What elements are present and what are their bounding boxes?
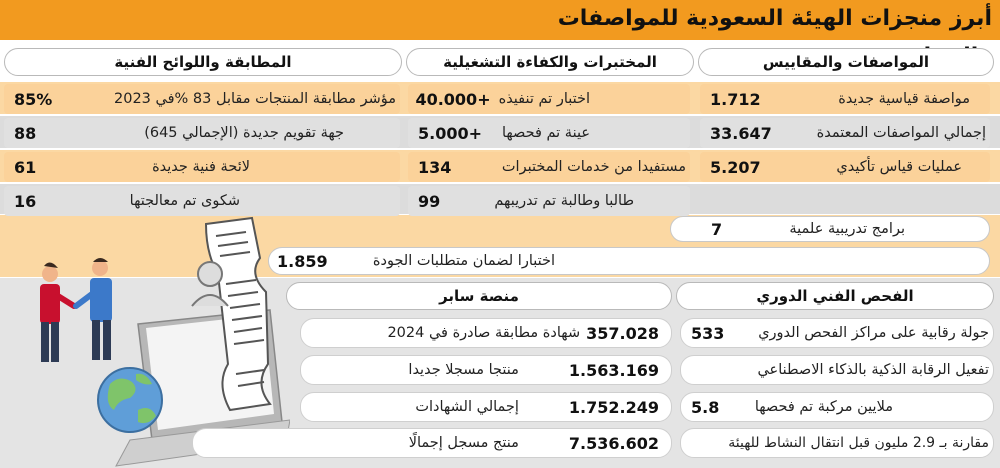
labs-row: 134 مستفيدا من خدمات المختبرات bbox=[408, 152, 690, 182]
conformity-row: 88 جهة تقويم جديدة (الإجمالي 645) bbox=[4, 118, 400, 148]
standards-row: 33.647 إجمالي المواصفات المعتمدة bbox=[700, 118, 990, 148]
stat-number: 5.8 bbox=[691, 397, 720, 417]
stat-label: شكوى تم معالجتها bbox=[129, 193, 240, 209]
stat-number: 88 bbox=[14, 123, 37, 143]
stat-label: إجمالي الشهادات bbox=[415, 399, 519, 415]
labs-row: 99 طالبا وطالبة تم تدريبهم bbox=[408, 186, 690, 216]
stat-label: مقارنة بـ 2.9 مليون قبل انتقال النشاط لل… bbox=[728, 435, 989, 451]
conformity-row: 61 لائحة فنية جديدة bbox=[4, 152, 400, 182]
saber-row: 1.752.249 إجمالي الشهادات bbox=[300, 392, 672, 422]
stat-number: 1.859 bbox=[277, 251, 328, 271]
title-bar-decoration bbox=[0, 0, 430, 40]
saber-row: 1.563.169 منتجا مسجلا جديدا bbox=[300, 355, 672, 385]
stat-label: برامج تدريبية علمية bbox=[789, 221, 905, 237]
stat-number: +40.000 bbox=[415, 89, 491, 109]
stat-number: 1.563.169 bbox=[568, 360, 659, 380]
stat-number: 1.752.249 bbox=[568, 397, 659, 417]
stat-label: اختبارا لضمان متطلبات الجودة bbox=[372, 253, 555, 269]
header-periodic-inspection: الفحص الفني الدوري bbox=[676, 282, 994, 310]
stat-label: عمليات قياس تأكيدي bbox=[836, 159, 962, 175]
header-labs: المختبرات والكفاءة التشغيلية bbox=[406, 48, 694, 76]
labs-row: +5.000 عينة تم فحصها bbox=[408, 118, 690, 148]
labs-row-wide: 1.859 اختبارا لضمان متطلبات الجودة bbox=[268, 247, 990, 275]
periodic-row: 5.8 ملايين مركبة تم فحصها bbox=[680, 392, 994, 422]
two-people-handshake-icon bbox=[40, 258, 112, 362]
conformity-row: 85% مؤشر مطابقة المنتجات مقابل 83 %في 20… bbox=[4, 84, 400, 114]
header-saber: منصة سابر bbox=[286, 282, 672, 310]
stat-number: 357.028 bbox=[586, 323, 659, 343]
stat-label: مؤشر مطابقة المنتجات مقابل 83 %في 2023 bbox=[114, 91, 396, 107]
stat-label: مواصفة قياسية جديدة bbox=[838, 91, 970, 107]
stat-number: 5.207 bbox=[710, 157, 761, 177]
standards-row: 1.712 مواصفة قياسية جديدة bbox=[700, 84, 990, 114]
saber-row: 7.536.602 منتج مسجل إجمالًا bbox=[192, 428, 672, 458]
stat-number: 61 bbox=[14, 157, 37, 177]
stat-label: شهادة مطابقة صادرة في 2024 bbox=[387, 325, 581, 341]
stat-number: 33.647 bbox=[710, 123, 772, 143]
stat-number: +5.000 bbox=[418, 123, 483, 143]
stat-label: إجمالي المواصفات المعتمدة bbox=[816, 125, 986, 141]
standards-row: 5.207 عمليات قياس تأكيدي bbox=[700, 152, 990, 182]
page-title: أبرز منجزات الهيئة السعودية للمواصفات وا… bbox=[557, 6, 992, 69]
labs-row-wide: 7 برامج تدريبية علمية bbox=[670, 216, 990, 242]
stat-number: 134 bbox=[418, 157, 452, 177]
periodic-row: تفعيل الرقابة الذكية بالذكاء الاصطناعي bbox=[680, 355, 994, 385]
stat-label: لائحة فنية جديدة bbox=[152, 159, 250, 175]
stat-label: منتج مسجل إجمالًا bbox=[408, 435, 519, 451]
stat-label: عينة تم فحصها bbox=[501, 125, 590, 141]
stat-number: 85% bbox=[14, 89, 53, 109]
stat-label: جولة رقابية على مراكز الفحص الدوري bbox=[758, 325, 989, 341]
header-standards: المواصفات والمقاييس bbox=[698, 48, 994, 76]
stat-label: مستفيدا من خدمات المختبرات bbox=[501, 159, 686, 175]
stat-label: طالبا وطالبة تم تدريبهم bbox=[494, 193, 634, 209]
stat-label: تفعيل الرقابة الذكية بالذكاء الاصطناعي bbox=[757, 362, 989, 378]
stat-number: 99 bbox=[418, 191, 441, 211]
stat-label: جهة تقويم جديدة (الإجمالي 645) bbox=[144, 125, 344, 141]
stat-label: منتجا مسجلا جديدا bbox=[408, 362, 519, 378]
saber-row: 357.028 شهادة مطابقة صادرة في 2024 bbox=[300, 318, 672, 348]
stat-number: 7.536.602 bbox=[568, 433, 659, 453]
stat-label: اختبار تم تنفيذه bbox=[498, 91, 590, 107]
stat-number: 533 bbox=[691, 323, 725, 343]
title-background bbox=[430, 0, 1000, 40]
periodic-row: مقارنة بـ 2.9 مليون قبل انتقال النشاط لل… bbox=[680, 428, 994, 458]
conformity-row: 16 شكوى تم معالجتها bbox=[4, 186, 400, 216]
periodic-row: 533 جولة رقابية على مراكز الفحص الدوري bbox=[680, 318, 994, 348]
stat-label: ملايين مركبة تم فحصها bbox=[754, 399, 893, 415]
globe-icon bbox=[97, 367, 163, 433]
stat-number: 16 bbox=[14, 191, 37, 211]
stat-number: 7 bbox=[711, 219, 723, 239]
header-conformity: المطابقة واللوائح الفنية bbox=[4, 48, 402, 76]
labs-row: +40.000 اختبار تم تنفيذه bbox=[408, 84, 690, 114]
stat-number: 1.712 bbox=[710, 89, 761, 109]
